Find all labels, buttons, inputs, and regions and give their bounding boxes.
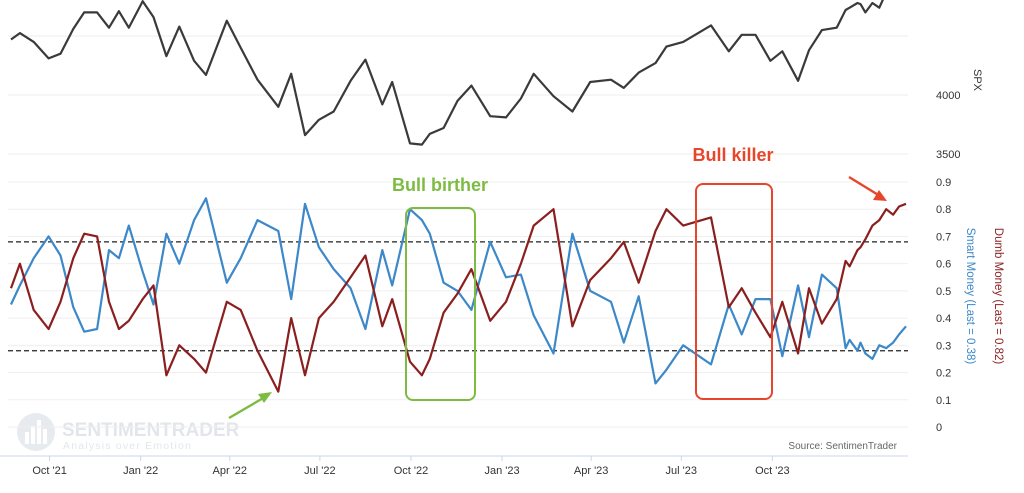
dumb-money-series-line — [9, 202, 907, 393]
sentiment-tick-label: 0.7 — [936, 231, 951, 243]
green-arrow — [228, 392, 272, 420]
x-tick-label: Oct '23 — [755, 465, 790, 477]
spx-axis-ticks: 3500 4000 — [936, 90, 960, 161]
spx-axis-title: SPX — [971, 69, 983, 92]
reference-lines — [8, 241, 908, 352]
spx-series-line — [10, 0, 884, 146]
sentiment-tick-label: 0.3 — [936, 340, 951, 352]
sentiment-axis-ticks: 0 0.1 0.2 0.3 0.4 0.5 0.6 0.7 0.8 0.9 — [936, 177, 951, 434]
dumb-money-axis-title: Dumb Money (Last = 0.82) — [992, 228, 1004, 365]
smart-money-series-line — [10, 197, 907, 385]
bull-birther-box — [405, 207, 476, 401]
bull-killer-box — [695, 183, 773, 400]
sentiment-tick-label: 0.8 — [936, 204, 951, 216]
smart-money-axis-title: Smart Money (Last = 0.38) — [964, 228, 976, 365]
sentiment-tick-label: 0 — [936, 422, 942, 434]
spx-gridlines — [8, 35, 908, 155]
x-tick-label: Jul '22 — [304, 465, 335, 477]
red-arrow — [848, 175, 887, 201]
bull-birther-label: Bull birther — [392, 175, 488, 195]
x-tick-label: Apr '23 — [574, 465, 609, 477]
watermark-tagline: Analysis over Emotion — [63, 440, 192, 452]
x-axis-ticks: Oct '21 Jan '22 Apr '22 Jul '22 Oct '22 Jan '… — [32, 456, 790, 477]
x-tick-label: Jan '22 — [123, 465, 158, 477]
spx-tick-label: 3500 — [936, 149, 960, 161]
sentiment-tick-label: 0.9 — [936, 177, 951, 189]
watermark-logo: SENTIMENTRADER Analysis over Emotion — [17, 413, 240, 452]
x-tick-label: Jan '23 — [484, 465, 519, 477]
source-label: Source: SentimenTrader — [788, 441, 897, 452]
sentiment-tick-label: 0.5 — [936, 286, 951, 298]
sentiment-tick-label: 0.4 — [936, 313, 951, 325]
x-tick-label: Oct '21 — [32, 465, 67, 477]
bull-killer-label: Bull killer — [692, 145, 773, 165]
sentiment-tick-label: 0.2 — [936, 368, 951, 380]
x-tick-label: Jul '23 — [666, 465, 697, 477]
spx-tick-label: 4000 — [936, 90, 960, 102]
x-tick-label: Oct '22 — [394, 465, 429, 477]
sentiment-tick-label: 0.1 — [936, 395, 951, 407]
watermark-name: SENTIMENTRADER — [62, 420, 240, 441]
x-tick-label: Apr '22 — [213, 465, 248, 477]
sentiment-tick-label: 0.6 — [936, 259, 951, 271]
